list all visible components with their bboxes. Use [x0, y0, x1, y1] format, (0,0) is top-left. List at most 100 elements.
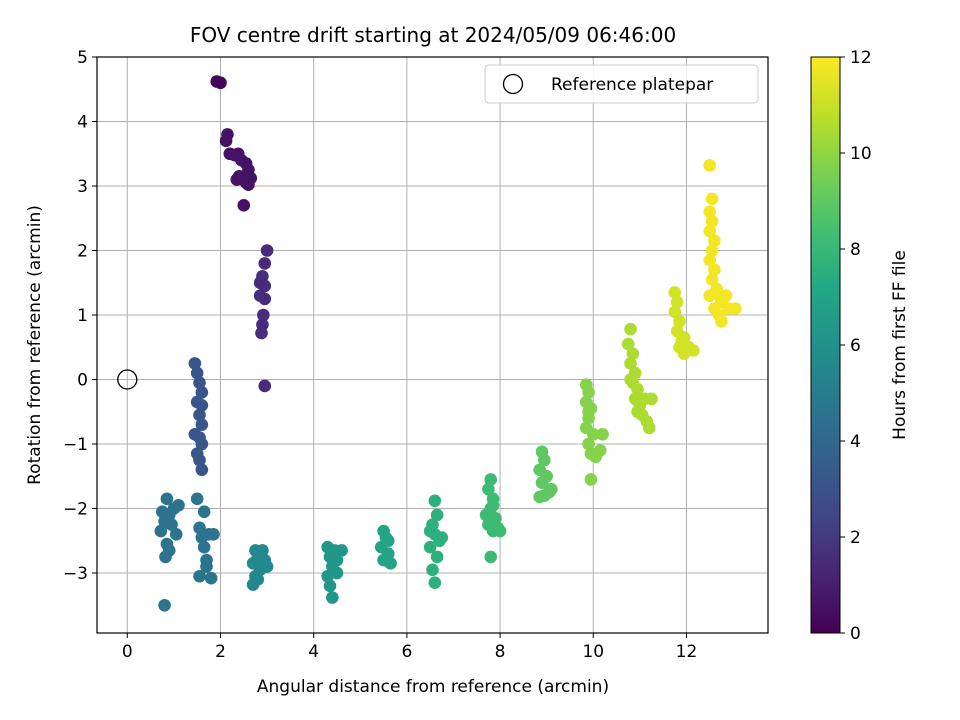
data-point	[484, 473, 498, 486]
data-point	[193, 569, 206, 583]
data-point	[195, 399, 209, 412]
data-point	[159, 550, 172, 564]
data-point	[242, 178, 255, 192]
y-tick-label: 0	[77, 371, 88, 391]
colorbar: 0 2 4 6 8 10 12 Hours from first FF file	[810, 48, 910, 644]
data-point	[703, 253, 717, 267]
data-point	[703, 289, 717, 302]
data-point	[705, 215, 719, 228]
data-point	[545, 482, 558, 496]
data-point	[486, 498, 500, 512]
data-point	[258, 379, 272, 393]
data-point	[703, 159, 717, 172]
y-axis-ticks: −3 −2 −1 0 1 2 3 4 5	[63, 48, 97, 584]
x-tick-label: 6	[401, 642, 412, 662]
data-point	[193, 453, 206, 467]
data-point	[258, 257, 272, 270]
data-point	[535, 476, 549, 490]
data-point	[195, 386, 209, 399]
y-tick-label: 1	[77, 306, 88, 326]
data-point	[246, 578, 260, 591]
legend-reference-marker	[502, 73, 524, 95]
data-point	[255, 326, 268, 340]
reference-marker	[117, 369, 138, 390]
data-point	[165, 518, 178, 531]
data-point	[207, 528, 220, 541]
colorbar-tick-label: 8	[850, 240, 861, 260]
data-point	[593, 444, 607, 457]
data-point	[482, 482, 495, 496]
data-point	[484, 550, 498, 564]
data-point	[193, 376, 206, 390]
data-point	[645, 392, 658, 406]
data-point	[708, 234, 721, 248]
data-point	[430, 508, 444, 522]
x-tick-label: 2	[215, 642, 226, 662]
y-tick-label: 3	[77, 177, 88, 197]
y-tick-label: 2	[77, 242, 88, 262]
data-point	[621, 337, 635, 351]
data-point	[195, 437, 209, 451]
data-point	[715, 315, 728, 328]
data-point	[326, 591, 339, 604]
data-point	[586, 428, 600, 441]
x-tick-label: 12	[676, 642, 698, 662]
plot-frame	[96, 56, 769, 634]
data-point	[673, 315, 686, 328]
data-point	[423, 524, 437, 538]
data-point	[668, 305, 682, 319]
data-point	[258, 292, 272, 306]
data-point	[258, 279, 272, 293]
data-point	[169, 528, 183, 541]
x-axis-ticks: 0 2 4 6 8 10 12	[122, 633, 697, 662]
y-axis-label: Rotation from reference (arcmin)	[25, 205, 45, 485]
data-point	[582, 405, 595, 419]
data-point	[670, 295, 684, 309]
data-point	[335, 544, 348, 557]
data-point	[195, 418, 209, 431]
data-point	[624, 373, 637, 386]
data-point	[260, 560, 274, 573]
y-tick-label: 4	[77, 113, 88, 133]
data-point	[631, 382, 644, 396]
data-point	[582, 437, 595, 451]
y-tick-label: 5	[77, 48, 88, 68]
data-points	[154, 75, 742, 612]
data-point	[719, 289, 733, 302]
data-point	[214, 76, 227, 90]
data-point	[158, 598, 171, 612]
data-point	[428, 494, 442, 508]
data-point	[705, 192, 719, 206]
data-point	[582, 386, 595, 399]
colorbar-tick-label: 0	[850, 624, 861, 644]
colorbar-tick-label: 4	[850, 432, 861, 452]
data-point	[430, 550, 444, 564]
x-tick-label: 8	[495, 642, 506, 662]
data-point	[193, 408, 206, 422]
y-tick-label: −1	[63, 435, 88, 455]
data-point	[626, 347, 640, 361]
data-point	[533, 490, 546, 504]
data-point	[729, 302, 742, 315]
data-point	[428, 576, 442, 589]
data-point	[204, 571, 218, 585]
data-point	[423, 540, 437, 554]
reference-point	[117, 369, 138, 390]
data-point	[190, 366, 204, 380]
data-point	[584, 473, 598, 486]
data-point	[172, 498, 185, 512]
x-tick-label: 0	[122, 642, 133, 662]
data-point	[668, 286, 682, 299]
data-point	[435, 531, 449, 544]
data-point	[188, 357, 202, 370]
data-point	[624, 322, 637, 336]
x-tick-label: 10	[582, 642, 604, 662]
data-point	[257, 308, 270, 322]
data-point	[195, 463, 209, 477]
data-point	[330, 553, 344, 567]
data-point	[479, 508, 493, 522]
data-point	[705, 244, 719, 257]
legend-box	[484, 64, 759, 104]
x-axis-label: Angular distance from reference (arcmin)	[257, 677, 609, 697]
